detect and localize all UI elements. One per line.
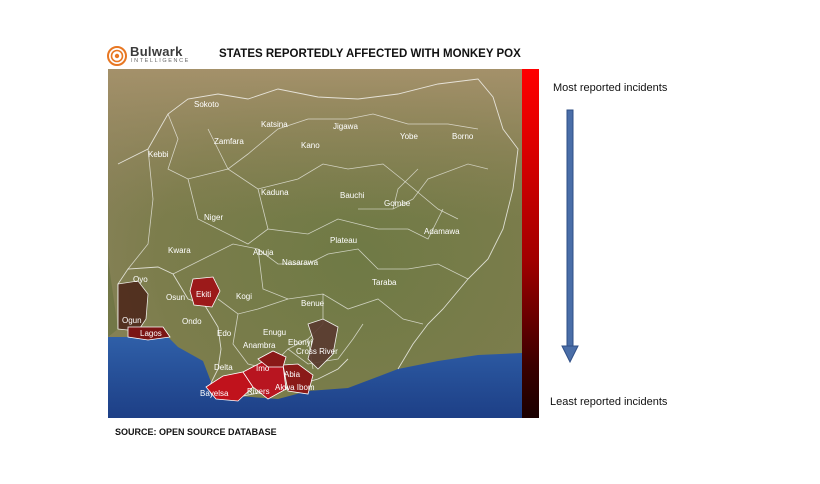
label-enugu: Enugu	[263, 328, 286, 337]
label-gombe: Gombe	[384, 199, 411, 208]
label-oyo: Oyo	[133, 275, 148, 284]
label-abuja: Abuja	[253, 248, 274, 257]
label-nasarawa: Nasarawa	[282, 258, 319, 267]
most-incidents-label: Most reported incidents	[541, 75, 710, 104]
label-adamawa: Adamawa	[424, 227, 460, 236]
lagos-highlight	[127, 326, 171, 341]
border-line	[257, 188, 444, 240]
border-line	[187, 178, 269, 245]
incident-scale-bar	[522, 69, 539, 418]
border-line	[127, 148, 154, 270]
label-ekiti: Ekiti	[196, 290, 211, 299]
ogun-highlight	[117, 280, 149, 332]
logo-name: Bulwark	[130, 44, 183, 59]
label-borno: Borno	[452, 132, 474, 141]
least-incidents-label: Least reported incidents	[541, 388, 714, 412]
label-kwara: Kwara	[168, 246, 191, 255]
label-anambra: Anambra	[243, 341, 276, 350]
label-kano: Kano	[301, 141, 320, 150]
nigeria-map: Sokoto Katsina Jigawa Yobe Borno Zamfara…	[108, 69, 522, 418]
label-lagos: Lagos	[140, 329, 162, 338]
border-line	[207, 128, 459, 220]
down-arrow-icon	[561, 109, 579, 364]
label-akwa-ibom: Akwa Ibom	[275, 383, 315, 392]
source-note: SOURCE: OPEN SOURCE DATABASE	[108, 420, 346, 444]
sahel-shading	[108, 69, 522, 219]
label-ogun: Ogun	[122, 316, 142, 325]
label-ebonyi: Ebonyi	[288, 338, 313, 347]
border-line	[117, 78, 519, 370]
label-benue: Benue	[301, 299, 325, 308]
label-imo: Imo	[256, 364, 270, 373]
border-line	[358, 163, 489, 210]
border-line	[167, 113, 479, 180]
page-title: STATES REPORTEDLY AFFECTED WITH MONKEY P…	[208, 41, 526, 86]
label-sokoto: Sokoto	[194, 100, 219, 109]
border-line	[257, 248, 424, 325]
label-edo: Edo	[217, 329, 232, 338]
border-line	[172, 243, 469, 280]
cross-river-highlight	[307, 318, 339, 370]
label-kogi: Kogi	[236, 292, 252, 301]
label-delta: Delta	[214, 363, 233, 372]
akwa-ibom-highlight	[282, 363, 314, 395]
label-taraba: Taraba	[372, 278, 397, 287]
label-kebbi: Kebbi	[148, 150, 169, 159]
gulf-of-guinea	[108, 337, 522, 418]
forest-shading	[108, 259, 118, 337]
label-osun: Osun	[166, 293, 185, 302]
label-cross-river: Cross River	[296, 347, 338, 356]
label-bayelsa: Bayelsa	[200, 389, 229, 398]
bulwark-logo: Bulwark INTELLIGENCE	[106, 42, 206, 68]
label-abia: Abia	[284, 370, 301, 379]
ekiti-highlight	[189, 276, 221, 308]
label-jigawa: Jigawa	[333, 122, 358, 131]
label-niger: Niger	[204, 213, 223, 222]
bulwark-logo-icon	[107, 46, 127, 66]
label-plateau: Plateau	[330, 236, 357, 245]
logo-subtitle: INTELLIGENCE	[131, 58, 190, 64]
label-rivers: Rivers	[247, 387, 270, 396]
label-zamfara: Zamfara	[214, 137, 244, 146]
label-yobe: Yobe	[400, 132, 419, 141]
label-kaduna: Kaduna	[261, 188, 289, 197]
label-bauchi: Bauchi	[340, 191, 365, 200]
imo-highlight	[257, 350, 287, 368]
label-ondo: Ondo	[182, 317, 202, 326]
label-katsina: Katsina	[261, 120, 288, 129]
